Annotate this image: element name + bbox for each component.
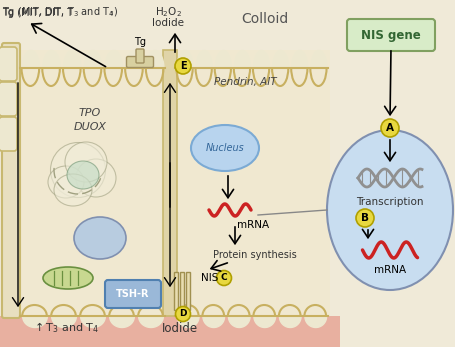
FancyBboxPatch shape: [0, 117, 17, 151]
Text: $\uparrow$T$_3$ and T$_4$: $\uparrow$T$_3$ and T$_4$: [32, 321, 99, 336]
FancyBboxPatch shape: [0, 316, 340, 347]
Text: Protein synthesis: Protein synthesis: [213, 250, 297, 260]
Circle shape: [356, 209, 374, 227]
FancyBboxPatch shape: [174, 272, 178, 310]
Text: H$_2$O$_2$: H$_2$O$_2$: [155, 5, 182, 19]
Text: ₃: ₃: [110, 8, 113, 17]
Text: Pendrin, AIT: Pendrin, AIT: [214, 77, 276, 87]
Ellipse shape: [51, 143, 106, 197]
FancyBboxPatch shape: [347, 19, 435, 51]
Ellipse shape: [43, 267, 93, 289]
Text: NIS: NIS: [201, 273, 218, 283]
FancyBboxPatch shape: [2, 43, 20, 318]
Circle shape: [217, 271, 232, 286]
FancyBboxPatch shape: [105, 280, 161, 308]
Text: Tg (MIT, DIT, T$_3$ and T$_4$): Tg (MIT, DIT, T$_3$ and T$_4$): [2, 5, 118, 19]
Ellipse shape: [76, 159, 116, 197]
FancyBboxPatch shape: [126, 57, 153, 68]
Text: Nucleus: Nucleus: [206, 143, 244, 153]
Text: TPO
DUOX: TPO DUOX: [74, 108, 106, 132]
Text: D: D: [179, 310, 187, 319]
FancyBboxPatch shape: [0, 82, 17, 116]
Ellipse shape: [74, 217, 126, 259]
FancyBboxPatch shape: [14, 50, 19, 316]
Text: Transcription: Transcription: [356, 197, 424, 207]
Text: NIS gene: NIS gene: [361, 28, 421, 42]
Text: Iodide: Iodide: [152, 18, 184, 28]
Text: Iodide: Iodide: [162, 322, 198, 335]
Ellipse shape: [327, 130, 453, 290]
FancyBboxPatch shape: [14, 50, 330, 316]
FancyBboxPatch shape: [163, 50, 177, 316]
Text: mRNA: mRNA: [374, 265, 406, 275]
Ellipse shape: [48, 166, 84, 198]
Text: TSH-R: TSH-R: [116, 289, 150, 299]
Circle shape: [175, 58, 191, 74]
FancyBboxPatch shape: [0, 47, 17, 81]
FancyBboxPatch shape: [136, 49, 144, 63]
Text: Colloid: Colloid: [241, 12, 288, 26]
Ellipse shape: [67, 161, 99, 189]
Ellipse shape: [191, 125, 259, 171]
Text: Tg (MIT, DIT, T: Tg (MIT, DIT, T: [2, 8, 73, 18]
Ellipse shape: [54, 174, 92, 206]
Text: B: B: [361, 213, 369, 223]
Circle shape: [381, 119, 399, 137]
Circle shape: [176, 306, 191, 322]
Text: C: C: [221, 273, 228, 282]
Text: Tg: Tg: [134, 37, 146, 47]
Text: E: E: [180, 61, 186, 71]
FancyBboxPatch shape: [186, 272, 190, 310]
FancyBboxPatch shape: [180, 272, 184, 310]
Text: A: A: [386, 123, 394, 133]
Ellipse shape: [65, 142, 107, 182]
Text: mRNA: mRNA: [237, 220, 269, 230]
